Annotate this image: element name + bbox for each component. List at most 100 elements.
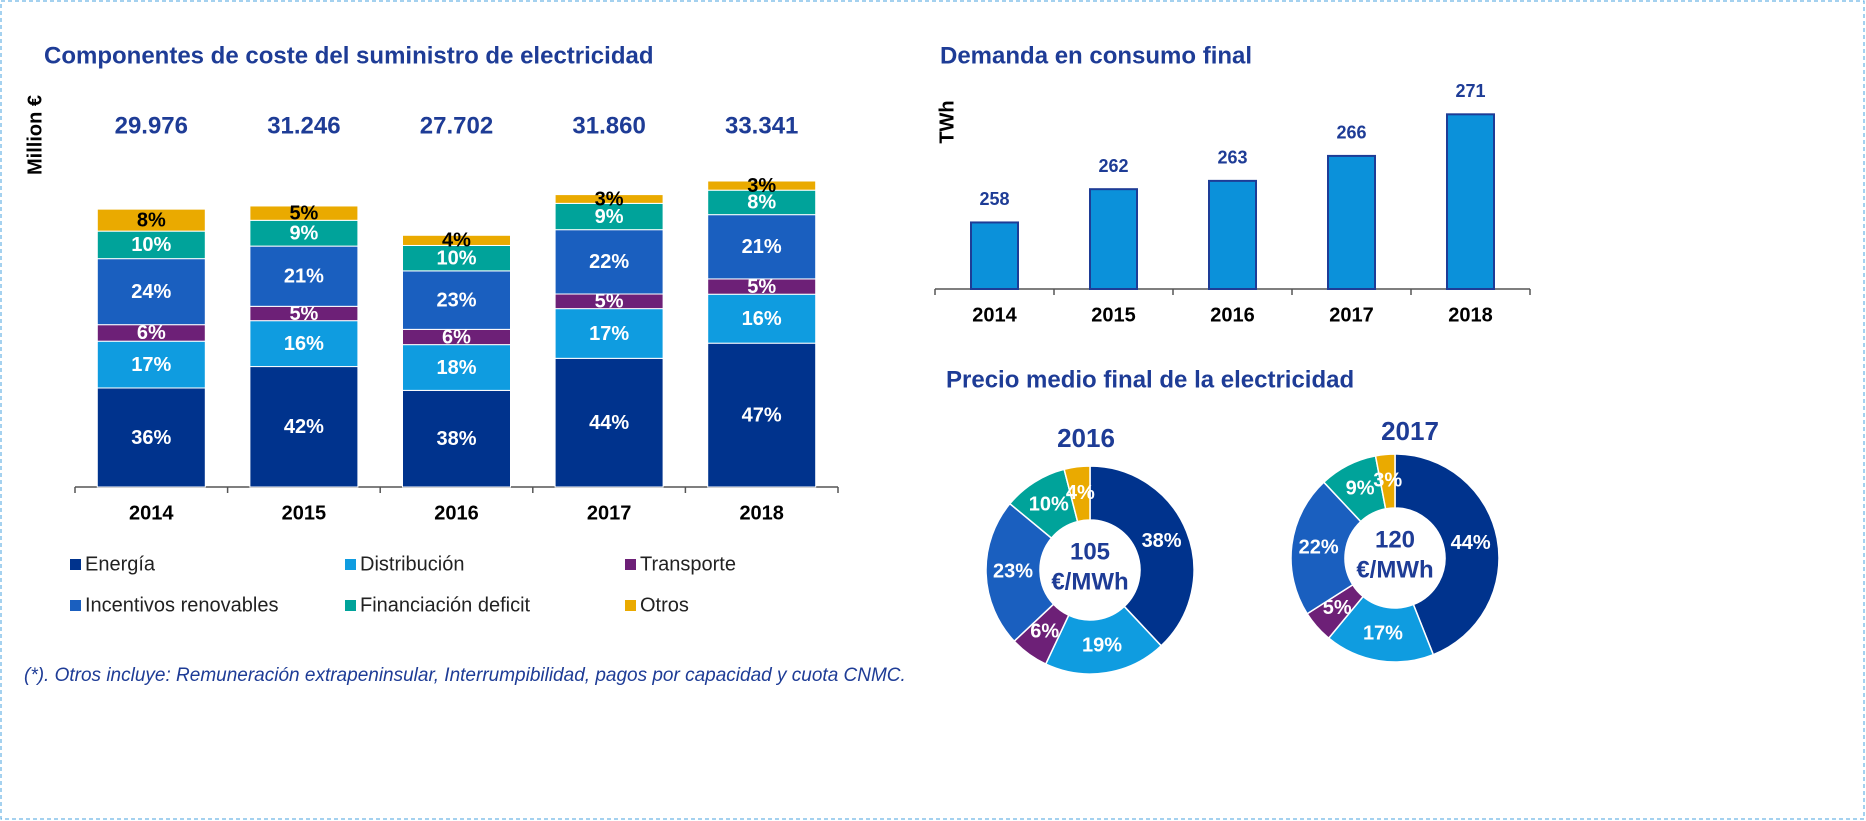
x-tick-label: 2015 [282, 502, 327, 524]
x-tick-label: 2014 [129, 502, 174, 524]
legend-label: Distribución [360, 553, 464, 575]
donut-title: 2017 [1381, 416, 1439, 446]
center-unit: €/MWh [1051, 568, 1128, 595]
legend-swatch [70, 600, 81, 611]
bar-segment [554, 194, 664, 204]
bar-segment [96, 230, 206, 260]
bar-segment [402, 270, 511, 330]
value-label: 47% [742, 404, 782, 426]
bar-segment [554, 202, 664, 231]
value-label: 5% [289, 202, 318, 224]
bar-segment [554, 308, 664, 359]
value-label: 5% [747, 276, 776, 298]
bar-segment [707, 180, 817, 191]
bar-segment [249, 219, 359, 247]
value-label: 24% [131, 281, 171, 303]
value-label: 5% [595, 291, 624, 313]
value-label: 3% [1373, 470, 1402, 492]
bar [1089, 188, 1138, 291]
value-label: 6% [442, 326, 471, 348]
y-label: Million € [24, 95, 46, 175]
value-label: 17% [131, 354, 171, 376]
value-label: 17% [589, 323, 629, 345]
bar-segment [249, 320, 359, 368]
value-label: 19% [1082, 634, 1122, 656]
chart-title: Demanda en consumo final [940, 42, 1252, 69]
value-label: 4% [442, 230, 471, 252]
bar-segment [402, 234, 511, 246]
value-label: 21% [284, 266, 324, 288]
legend-label: Energía [85, 553, 156, 575]
x-tick-label: 2015 [1091, 304, 1136, 326]
bar-segment [96, 258, 206, 326]
bar-segment [96, 208, 206, 232]
bar-segment [554, 229, 664, 295]
value-label: 8% [137, 209, 166, 231]
bar-segment [249, 205, 359, 221]
value-label: 18% [436, 357, 476, 379]
bar [970, 221, 1019, 290]
bar-segment [707, 214, 817, 280]
value-label: 10% [131, 234, 171, 256]
center-unit: €/MWh [1356, 556, 1433, 583]
bar-segment [402, 389, 511, 488]
value-label: 9% [595, 206, 624, 228]
donut-title: 2016 [1057, 423, 1115, 453]
donut-slice [1063, 465, 1091, 523]
value-label: 5% [289, 303, 318, 325]
footnote: (*). Otros incluye: Remuneración extrape… [24, 665, 906, 686]
legend-label: Financiación deficit [360, 594, 531, 616]
total-label: 31.860 [572, 112, 645, 139]
value-label: 17% [1363, 622, 1403, 644]
chart-title: Componentes de coste del suministro de e… [44, 42, 653, 69]
legend-swatch [70, 559, 81, 570]
value-label: 23% [993, 561, 1033, 583]
total-label: 29.976 [115, 112, 188, 139]
bar-segment [707, 293, 817, 344]
value-label: 42% [284, 416, 324, 438]
x-tick-label: 2016 [1210, 304, 1255, 326]
value-label: 10% [436, 247, 476, 269]
value-label: 5% [1323, 597, 1352, 619]
bar-segment [554, 357, 664, 488]
value-label: 21% [742, 236, 782, 258]
value-label: 36% [131, 427, 171, 449]
legend-swatch [345, 600, 356, 611]
value-label: 23% [436, 289, 476, 311]
value-label: 258 [979, 189, 1009, 209]
x-tick-label: 2014 [972, 304, 1017, 326]
x-tick-label: 2018 [739, 502, 784, 524]
x-tick-label: 2018 [1448, 304, 1493, 326]
value-label: 4% [1066, 482, 1095, 504]
value-label: 8% [747, 192, 776, 214]
bar-segment [707, 189, 817, 216]
legend-swatch [625, 600, 636, 611]
value-label: 44% [589, 412, 629, 434]
bar [1327, 154, 1376, 290]
donut-slice [1089, 465, 1195, 647]
bar-segment [707, 342, 817, 488]
value-label: 262 [1098, 156, 1128, 176]
value-label: 16% [742, 308, 782, 330]
x-tick-label: 2017 [1329, 304, 1374, 326]
value-label: 3% [595, 188, 624, 210]
value-label: 38% [1142, 530, 1182, 552]
donut-slice [1374, 453, 1396, 510]
legend-label: Otros [640, 594, 689, 616]
legend-label: Incentivos renovables [85, 594, 278, 616]
donut-slice [1290, 481, 1362, 615]
value-label: 10% [1029, 493, 1069, 515]
bar-segment [402, 344, 511, 391]
donut-slice [985, 502, 1055, 643]
value-label: 9% [1346, 478, 1375, 500]
section-title: Precio medio final de la electricidad [946, 366, 1354, 393]
value-label: 44% [1451, 532, 1491, 554]
center-value: 120 [1375, 526, 1415, 553]
value-label: 266 [1336, 123, 1366, 143]
x-tick-label: 2016 [434, 502, 479, 524]
legend-swatch [625, 559, 636, 570]
value-label: 3% [747, 175, 776, 197]
total-label: 33.341 [725, 112, 798, 139]
